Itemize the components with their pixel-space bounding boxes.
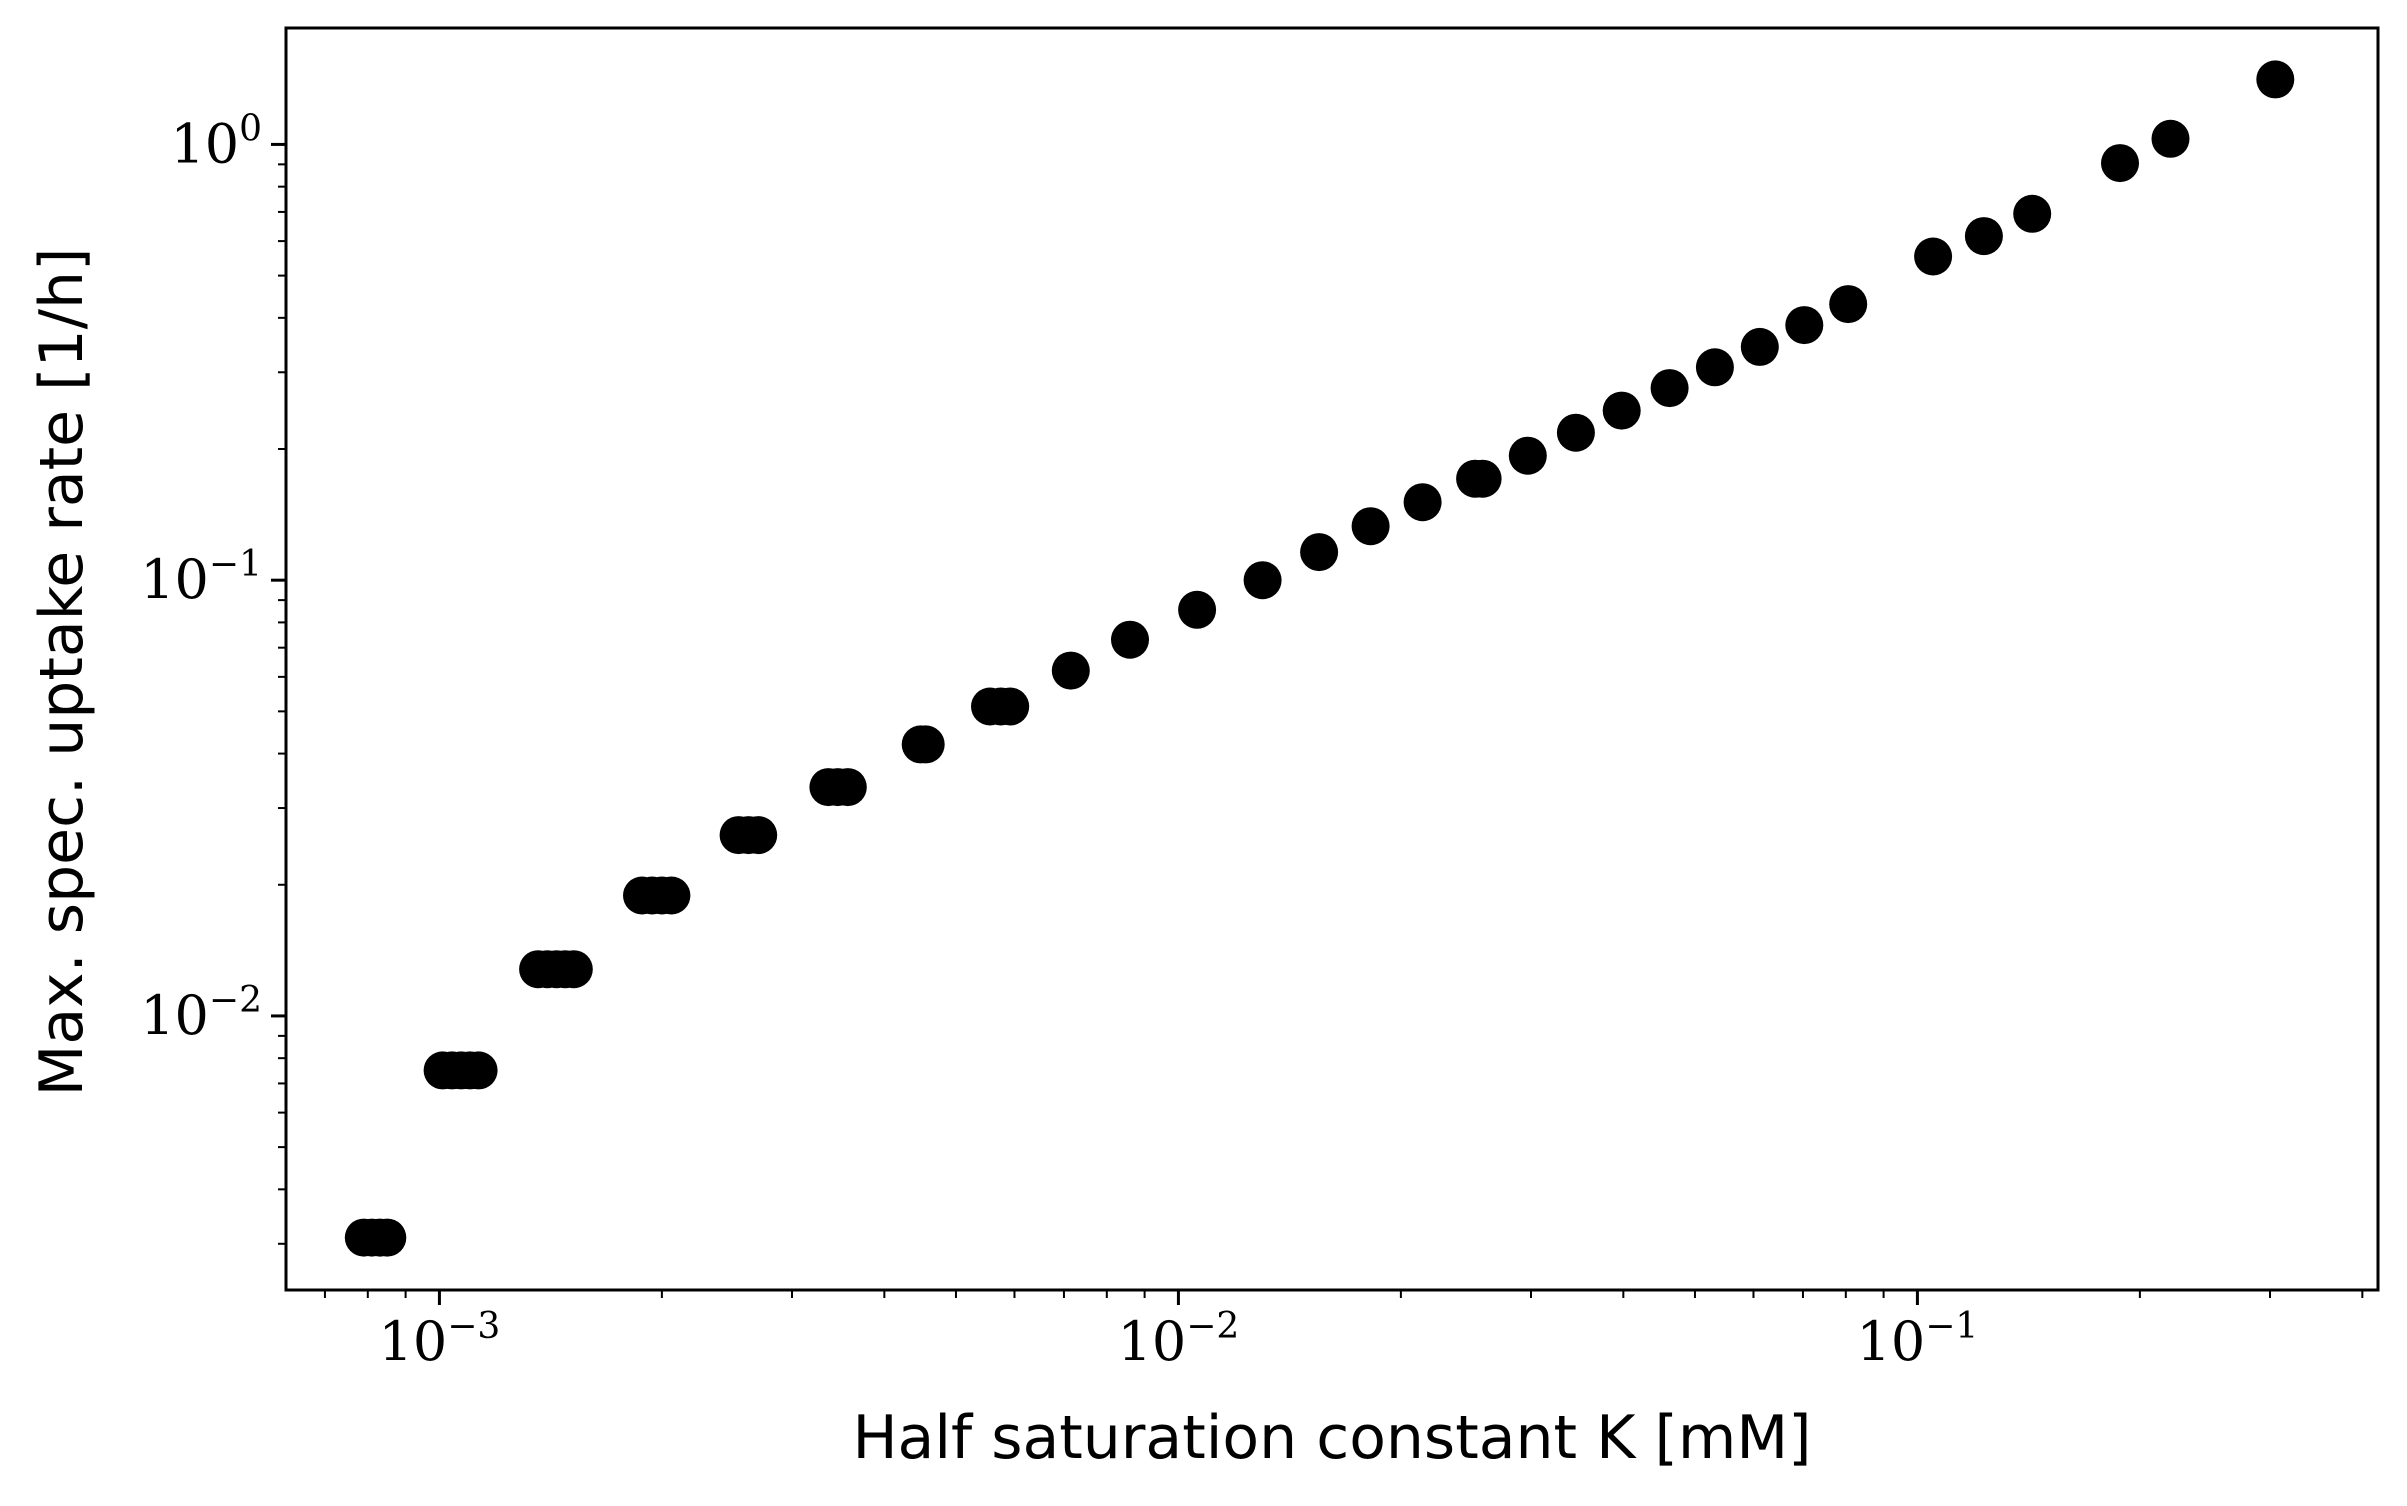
data-point-35 [1403,483,1442,522]
data-point-8 [459,1051,498,1090]
axis-ticks: 10−3 10−2 10−1 10−2 10−1 100 [140,108,2364,1373]
data-point-49 [2101,144,2139,183]
data-point-44 [1785,306,1824,345]
data-point-20 [739,816,778,855]
data-points [344,60,2295,1257]
x-tick-label-2: 10−1 [1857,1306,1979,1373]
data-point-42 [1695,348,1734,387]
x-axis-label: Half saturation constant K [mM] [852,1403,1811,1473]
data-point-17 [652,876,691,915]
data-point-47 [1964,217,2003,256]
data-point-39 [1556,413,1595,452]
data-point-43 [1740,327,1779,366]
data-point-33 [1300,533,1339,572]
data-point-45 [1829,285,1868,324]
data-point-46 [1914,237,1953,276]
y-tick-label-1: 10−1 [140,544,262,611]
data-point-25 [906,725,945,764]
data-point-50 [2151,119,2190,158]
data-point-40 [1602,391,1641,430]
y-tick-label-0: 10−2 [140,980,262,1047]
x-tick-label-1: 10−2 [1118,1306,1240,1373]
data-point-30 [1111,620,1149,659]
plot-frame [284,26,2380,1292]
data-point-37 [1463,459,1502,498]
data-point-3 [368,1218,407,1257]
data-point-28 [991,687,1030,726]
data-point-13 [554,950,593,989]
data-point-31 [1178,590,1217,629]
data-point-23 [828,768,867,807]
data-point-32 [1243,561,1282,600]
data-point-34 [1351,507,1390,546]
y-tick-label-2: 100 [170,108,262,175]
x-tick-label-0: 10−3 [379,1306,501,1373]
data-point-48 [2013,194,2052,233]
y-axis-label: Max. spec. uptake rate [1/h] [27,248,97,1097]
data-point-29 [1051,651,1090,690]
data-point-51 [2256,60,2295,99]
data-point-38 [1508,436,1547,475]
data-point-41 [1650,369,1689,408]
